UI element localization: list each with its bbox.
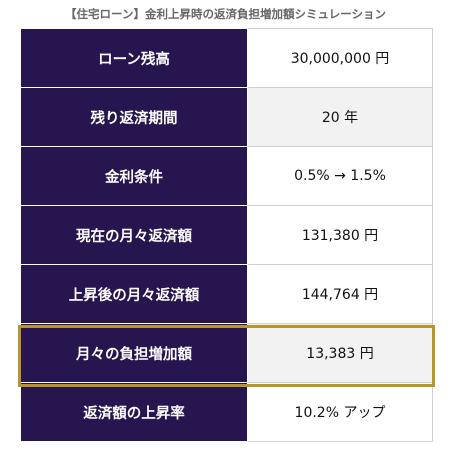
simulation-table: ローン残高 30,000,000 円残り返済期間 20 年金利条件 0.5% → 1.… bbox=[20, 28, 433, 442]
row-value: 144,764 円 bbox=[247, 264, 433, 324]
row-value: 10.2% アップ bbox=[247, 382, 433, 442]
row-value: 131,380 円 bbox=[247, 205, 433, 265]
row-value: 0.5% → 1.5% bbox=[247, 146, 433, 206]
row-label: 返済額の上昇率 bbox=[20, 382, 248, 442]
row-label: 月々の負担増加額 bbox=[20, 323, 248, 383]
row-value: 20 年 bbox=[247, 87, 433, 147]
table-row: 上昇後の月々返済額 144,764 円 bbox=[20, 264, 433, 324]
table-row: 残り返済期間 20 年 bbox=[20, 87, 433, 147]
row-label: 金利条件 bbox=[20, 146, 248, 206]
row-label: ローン残高 bbox=[20, 28, 248, 88]
table-row: 返済額の上昇率 10.2% アップ bbox=[20, 382, 433, 442]
table-body: ローン残高 30,000,000 円残り返済期間 20 年金利条件 0.5% → 1.… bbox=[20, 28, 433, 442]
title: 【住宅ローン】金利上昇時の返済負担増加額シミュレーション bbox=[65, 7, 386, 21]
row-label: 残り返済期間 bbox=[20, 87, 248, 147]
row-value: 13,383 円 bbox=[247, 323, 433, 383]
row-label: 現在の月々返済額 bbox=[20, 205, 248, 265]
table-row: 現在の月々返済額 131,380 円 bbox=[20, 205, 433, 265]
table-row: 月々の負担増加額 13,383 円 bbox=[20, 323, 433, 383]
table-row: ローン残高 30,000,000 円 bbox=[20, 28, 433, 88]
table-row: 金利条件 0.5% → 1.5% bbox=[20, 146, 433, 206]
row-value: 30,000,000 円 bbox=[247, 28, 433, 88]
row-label: 上昇後の月々返済額 bbox=[20, 264, 248, 324]
